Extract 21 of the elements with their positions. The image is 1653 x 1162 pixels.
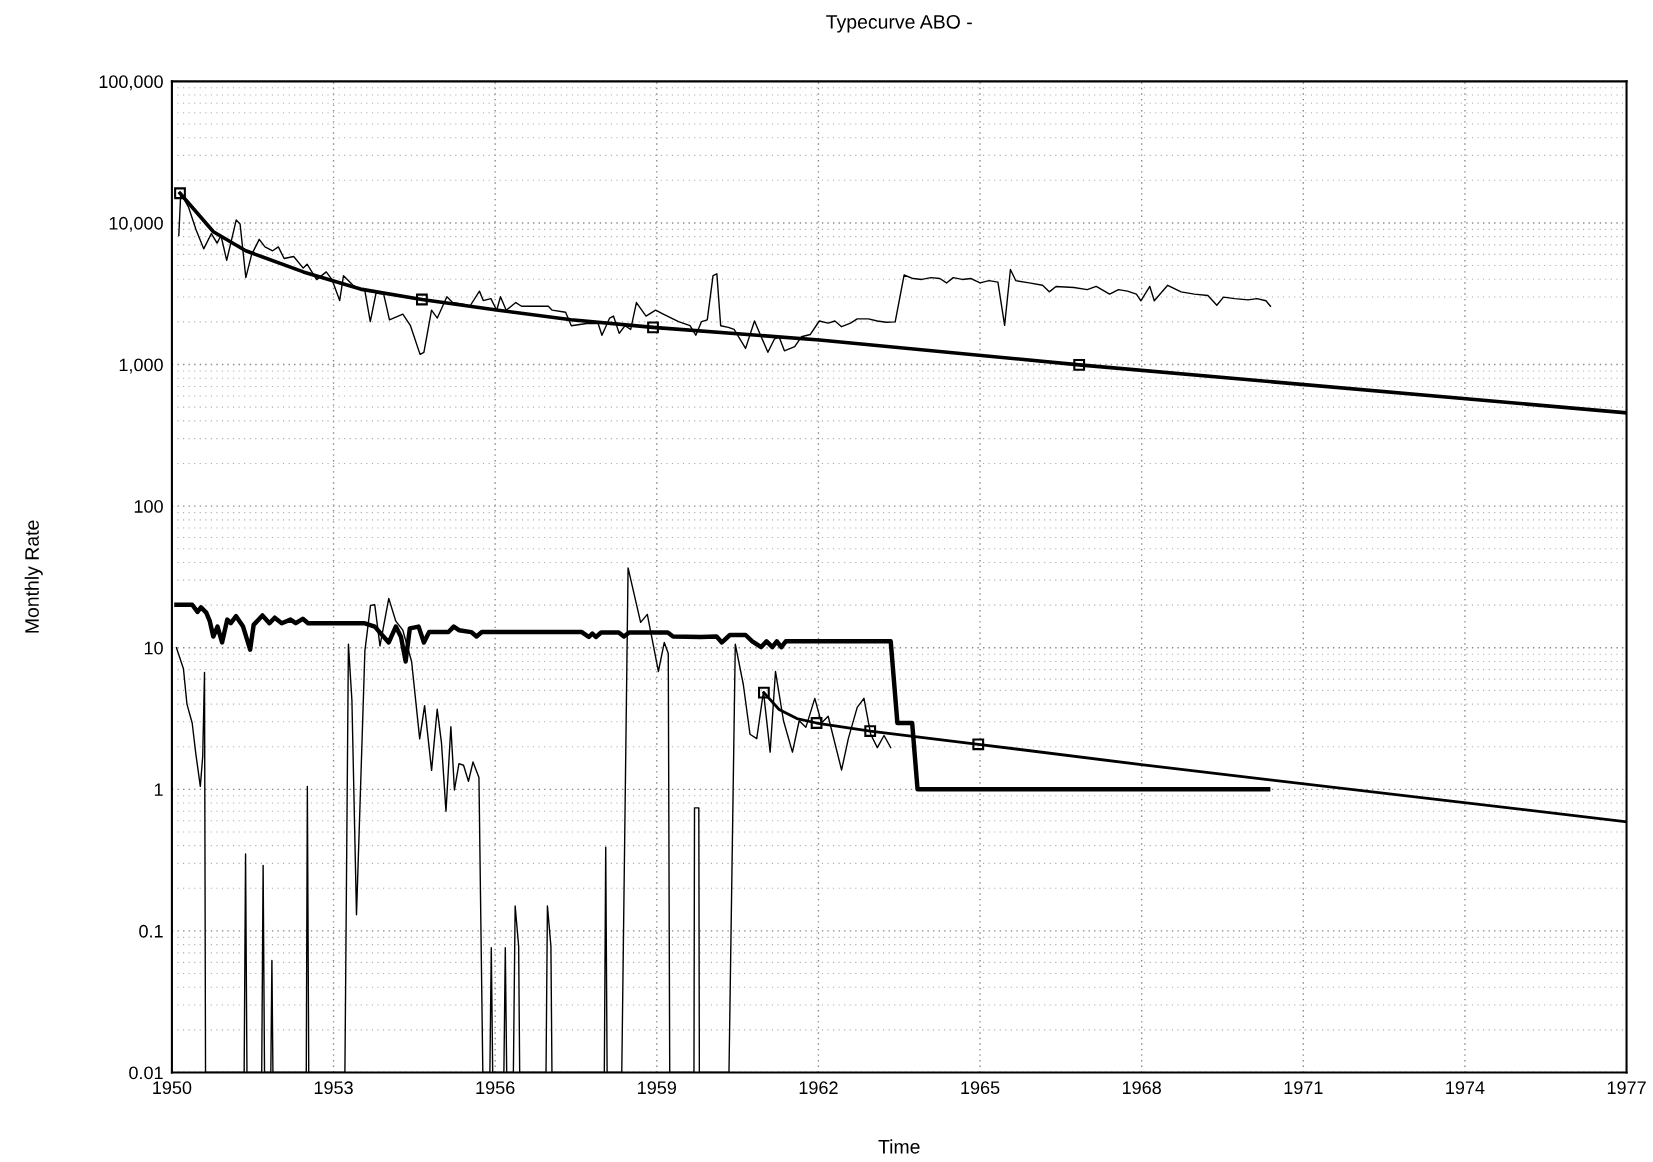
y-tick-label: 1,000: [119, 358, 163, 374]
x-tick-label: 1971: [1284, 1081, 1323, 1095]
y-tick-label: 0.01: [129, 1066, 163, 1080]
y-tick-label: 0.1: [139, 924, 163, 938]
x-tick-label: 1959: [638, 1081, 677, 1095]
x-axis-title: Time: [878, 1139, 920, 1154]
x-tick-label: 1974: [1446, 1081, 1485, 1095]
x-tick-label: 1968: [1122, 1081, 1161, 1095]
x-tick-label: 1950: [153, 1081, 192, 1095]
x-tick-label: 1953: [314, 1081, 353, 1095]
y-tick-label: 100,000: [99, 75, 163, 91]
x-tick-label: 1977: [1607, 1081, 1646, 1095]
y-tick-label: 100: [134, 500, 163, 513]
x-tick-label: 1956: [476, 1081, 515, 1095]
y-axis-title: Monthly Rate: [24, 520, 43, 633]
chart-title: Typecurve ABO -: [826, 14, 972, 33]
y-tick-label: 1: [154, 783, 163, 796]
x-tick-label: 1965: [961, 1081, 1000, 1095]
y-tick-label: 10,000: [109, 216, 163, 232]
x-tick-label: 1962: [799, 1081, 838, 1095]
y-tick-label: 10: [144, 641, 163, 655]
